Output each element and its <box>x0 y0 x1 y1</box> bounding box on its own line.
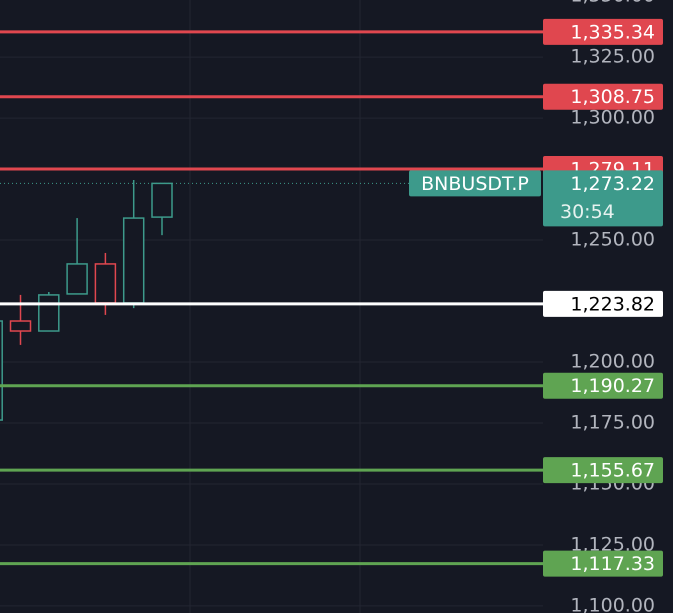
y-tick-label: 1,250.00 <box>570 229 655 251</box>
candle-body <box>66 263 88 295</box>
symbol-label-bg <box>409 170 541 197</box>
y-tick-label: 1,125.00 <box>570 533 655 555</box>
symbol-label: BNBUSDT.P <box>421 173 529 195</box>
y-tick-label: 1,300.00 <box>570 107 655 129</box>
level-label: 1,223.82 <box>570 293 655 315</box>
candle-body <box>9 320 32 332</box>
level-label: 1,190.27 <box>570 375 655 397</box>
y-tick-label: 1,325.00 <box>570 46 655 68</box>
level-label-bg <box>543 18 663 45</box>
y-tick-label: 1,350.00 <box>570 0 655 7</box>
level-label-bg <box>543 457 663 484</box>
y-tick-label: 1,175.00 <box>570 411 655 433</box>
candle-body <box>94 263 117 304</box>
last-price-label: 1,273.22 <box>570 173 655 195</box>
y-tick-label: 1,100.00 <box>570 594 655 613</box>
candle-body <box>38 294 60 332</box>
level-label: 1,335.34 <box>570 21 655 43</box>
level-label-bg <box>543 550 663 577</box>
candle-body <box>122 217 145 304</box>
candle-body <box>0 320 3 421</box>
last-price-label-bg <box>543 170 663 227</box>
countdown-label: 30:54 <box>560 201 615 223</box>
level-label: 1,117.33 <box>570 553 655 575</box>
level-label: 1,155.67 <box>570 460 655 482</box>
level-label-bg <box>543 290 663 317</box>
level-label: 1,308.75 <box>570 86 655 108</box>
y-tick-label: 1,200.00 <box>570 350 655 372</box>
candle-body <box>151 182 173 218</box>
level-label-bg <box>543 372 663 399</box>
level-label-bg <box>543 83 663 110</box>
